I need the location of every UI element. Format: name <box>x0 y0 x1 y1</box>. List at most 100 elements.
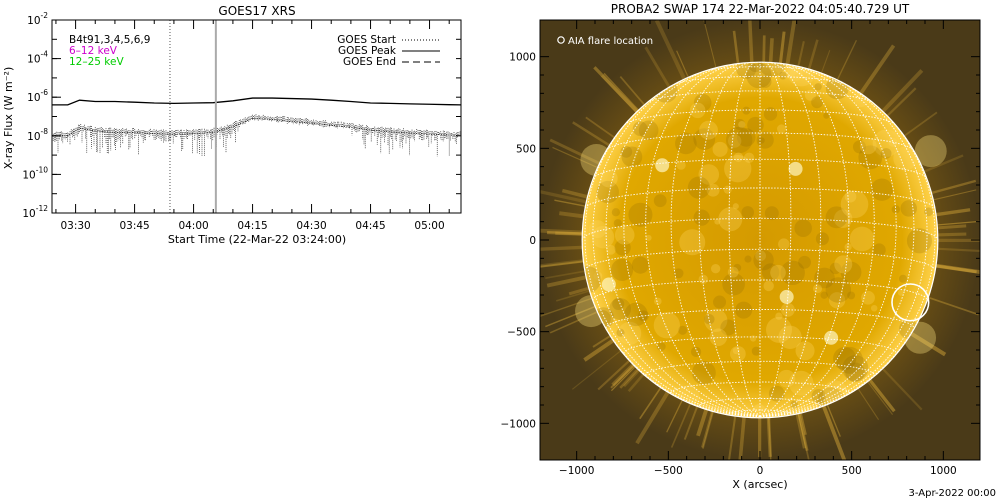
coronal-hole-patch <box>747 116 764 134</box>
bright-patch <box>849 226 875 252</box>
corona-ray <box>797 411 809 452</box>
bright-patch <box>730 345 746 362</box>
corona-ray <box>935 220 980 226</box>
corona-ray <box>639 385 663 420</box>
coronal-hole-patch <box>693 209 710 226</box>
corona-ray <box>559 211 586 219</box>
bright-patch <box>588 220 607 239</box>
corona-ray <box>865 379 894 415</box>
corona-ray <box>880 366 923 411</box>
aia-flare-location-marker <box>891 283 930 322</box>
corona-ray <box>703 20 718 70</box>
bright-patch <box>828 292 846 309</box>
heliographic-grid <box>582 62 938 417</box>
coronal-hole-patch <box>748 62 763 73</box>
corona-ray <box>732 30 740 66</box>
coronal-hole-patch <box>906 228 932 254</box>
corona-ray <box>807 39 819 72</box>
coronal-hole-patch <box>687 176 711 199</box>
swap-x-tick-label: −1000 <box>559 465 595 477</box>
corona-ray <box>547 231 585 236</box>
legend-circle-symbol <box>557 36 565 44</box>
corona-ray <box>555 231 585 236</box>
coronal-hole-patch <box>790 400 798 409</box>
coronal-hole-patch <box>751 346 761 356</box>
grid-line <box>623 336 897 354</box>
swap-y-axis: 1000 500 0 −500 −1000 <box>500 52 980 430</box>
goes-xrs-plot: GOES17 XRS 10-2 10-4 10-6 10-8 10-10 10-12 03… <box>2 4 462 246</box>
corona-ray <box>748 20 754 65</box>
corona-ray <box>929 179 977 195</box>
corona-ray <box>821 403 847 460</box>
swap-y-tick-label: −1000 <box>500 418 536 430</box>
coronal-hole-patch <box>825 277 852 303</box>
event-legend-end-label: GOES End <box>343 56 396 68</box>
swap-legend: AIA flare location <box>557 36 653 47</box>
corona-ray <box>785 20 797 67</box>
y-tick-label: 10-4 <box>27 50 48 66</box>
grid-line <box>759 62 822 417</box>
swap-y-tick-label: 0 <box>529 235 536 247</box>
grid-line <box>670 62 761 417</box>
coronal-hole-patch <box>759 75 772 88</box>
goes-x-axis: 03:30 03:45 04:00 04:15 04:30 04:45 05:00 <box>55 20 450 232</box>
bright-patch <box>763 280 774 292</box>
corona-ray <box>572 349 623 390</box>
coronal-hole-patch <box>614 239 631 256</box>
corona-ray <box>933 264 977 274</box>
swap-legend-label: AIA flare location <box>568 36 653 47</box>
coronal-hole-patch <box>611 208 621 217</box>
coronal-hole-patch <box>704 314 715 325</box>
swap-y-tick-label: 500 <box>516 143 536 155</box>
corona-ray <box>619 76 647 107</box>
corona-ray <box>552 146 600 169</box>
corona-ray <box>540 259 586 267</box>
corona-ray <box>935 232 967 237</box>
coronal-hole-patch <box>744 255 752 263</box>
corona-ray <box>935 247 980 253</box>
y-tick-exponent: -12 <box>36 204 48 213</box>
coronal-hole-patch <box>833 347 857 371</box>
corona-ray <box>825 402 841 437</box>
coronal-hole-patch <box>734 118 746 130</box>
coronal-hole-patch <box>733 263 742 272</box>
bright-patch <box>618 321 642 345</box>
corona-rays <box>540 20 980 460</box>
bright-patch <box>733 152 744 162</box>
y-tick-exponent: -2 <box>41 11 49 20</box>
grid-line <box>759 66 915 417</box>
coronal-hole-patch <box>820 291 828 299</box>
coronal-hole-patch <box>746 62 772 89</box>
coronal-hole-patch <box>842 355 869 382</box>
bright-patch <box>718 207 743 232</box>
goes-series-layer <box>51 97 462 158</box>
bright-patch <box>833 209 853 228</box>
goes-plot-title: GOES17 XRS <box>218 4 295 18</box>
corona-ray <box>797 411 810 460</box>
x-tick-label: 03:30 <box>60 220 90 232</box>
coronal-hole-patch <box>673 268 684 279</box>
coronal-hole-patch <box>900 200 917 217</box>
corona-ray <box>540 190 589 204</box>
corona-ray <box>926 295 979 316</box>
grid-line <box>605 309 915 329</box>
coronal-hole-patch <box>880 148 892 159</box>
coronal-hole-patch <box>763 107 778 121</box>
coronal-hole-patch <box>811 389 826 404</box>
goes-event-legend: GOES Start GOES Peak GOES End <box>337 34 440 68</box>
corona-ray <box>600 73 640 115</box>
corona-ray <box>921 154 964 174</box>
coronal-hole-patch <box>736 128 756 147</box>
grid-line <box>582 217 938 241</box>
bright-patch <box>844 190 857 203</box>
x-tick-label: 03:45 <box>119 220 149 232</box>
coronal-hole-patch <box>624 302 648 327</box>
y-tick-exponent: -6 <box>41 88 49 97</box>
swap-y-tick-label: −500 <box>507 327 536 339</box>
corona-ray <box>701 409 714 448</box>
corona-ray <box>856 386 880 420</box>
bright-patch <box>710 263 721 274</box>
bright-patch <box>859 137 877 155</box>
bright-patch <box>776 124 786 134</box>
